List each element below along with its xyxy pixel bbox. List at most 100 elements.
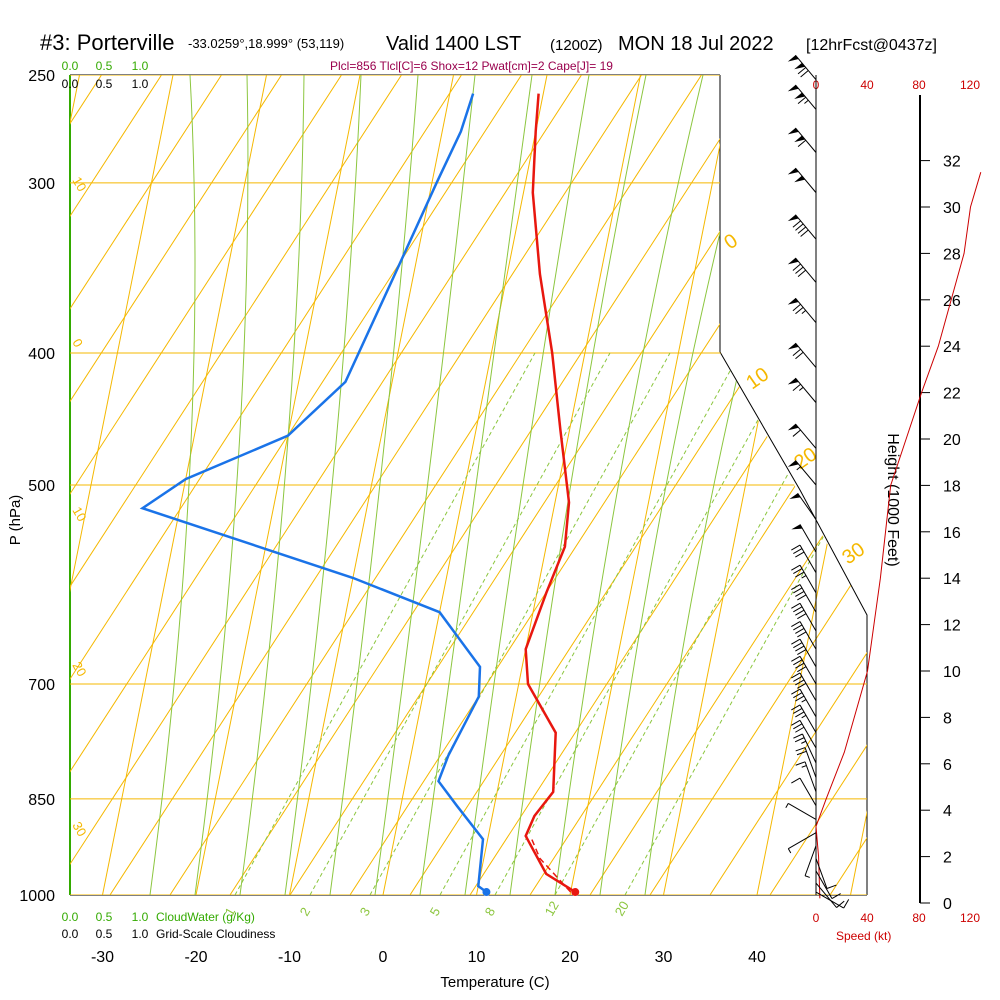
barb-flag	[797, 631, 807, 638]
temperature-line	[524, 93, 576, 894]
surface-dewpoint-marker	[482, 888, 491, 897]
cloudiness-bottom-tick: 0.0	[62, 927, 79, 941]
height-tick-label: 4	[943, 803, 952, 820]
wind-barb	[785, 802, 817, 820]
surface-temp-marker	[571, 888, 580, 897]
speed-top-tick: 80	[912, 78, 926, 92]
barb-flag	[793, 587, 803, 594]
moist-adiabat-line	[149, 75, 196, 895]
barb-flag	[795, 711, 805, 718]
barb-half-flag	[801, 740, 807, 744]
height-tick-label: 22	[943, 386, 961, 403]
dry-adiabat-line	[829, 75, 867, 895]
wind-barb	[791, 672, 817, 701]
barb-staff	[797, 492, 817, 520]
barb-flag	[795, 609, 805, 616]
mixing-ratio-line	[554, 352, 856, 895]
cloudiness-label: Grid-Scale Cloudiness	[156, 927, 275, 941]
barb-flag	[795, 645, 805, 652]
barb-staff	[799, 603, 817, 632]
barb-half-flag	[785, 803, 789, 808]
barb-flag	[791, 544, 801, 551]
grid-lines	[0, 0, 867, 895]
barb-pennant	[794, 175, 806, 183]
barb-half-flag	[801, 699, 807, 703]
barb-staff	[795, 167, 817, 193]
wind-barb	[787, 377, 817, 403]
dry-adiabat-line	[709, 75, 867, 895]
barb-flag	[795, 266, 804, 274]
barb-flag	[836, 900, 845, 908]
wind-barb	[791, 621, 817, 650]
barb-flag	[831, 893, 841, 899]
height-tick-label: 2	[943, 850, 952, 867]
barb-staff	[815, 882, 837, 908]
cloudwater-top-tick: 0.0	[62, 59, 79, 73]
cloudwater-bottom-tick: 0.5	[96, 910, 113, 924]
isotherm-label: 30	[69, 819, 89, 839]
barb-staff	[804, 761, 817, 793]
pressure-tick-label: 400	[28, 346, 55, 363]
barb-flag	[791, 672, 801, 679]
barb-flag	[793, 723, 803, 730]
barb-half-flag	[796, 466, 801, 471]
barb-flag	[793, 676, 803, 682]
wind-barb	[787, 257, 817, 283]
cloudwater-label: CloudWater (g/Kg)	[156, 910, 255, 924]
dry-adiabat-line	[349, 75, 867, 895]
barb-staff	[802, 733, 817, 764]
dry-adiabat-line	[0, 0, 30, 895]
height-axis-label: Height (1000 Feet)	[884, 433, 901, 566]
barb-pennant	[787, 84, 799, 92]
barb-half-flag	[801, 765, 807, 768]
isotherm-line	[195, 75, 361, 895]
mixing-ratio-label: 2	[297, 905, 314, 919]
dry-adiabat-line	[70, 75, 451, 895]
wind-barb	[791, 655, 817, 685]
mixing-ratio-line	[369, 352, 671, 895]
barb-flag	[792, 383, 801, 392]
height-tick-label: 30	[943, 200, 961, 217]
temp-tick-label: 30	[655, 949, 673, 966]
barb-half-flag	[798, 386, 804, 391]
pressure-tick-label: 1000	[19, 888, 55, 905]
barb-staff	[795, 423, 817, 449]
barb-flag	[791, 777, 801, 784]
barb-staff	[799, 638, 817, 668]
barb-staff	[795, 460, 817, 486]
cloudwater-top-tick: 1.0	[132, 59, 149, 73]
dry-adiabat-line	[70, 75, 751, 895]
dry-adiabat-line	[409, 75, 867, 895]
barb-flag	[797, 594, 807, 601]
barb-flag	[797, 649, 807, 655]
dry-adiabat-line	[229, 75, 867, 895]
barb-flag	[795, 571, 805, 578]
valid-time: Valid 1400 LST	[386, 33, 521, 55]
mixing-ratio-label: 8	[482, 905, 499, 919]
barb-flag	[791, 584, 801, 590]
speed-bottom-tick: 40	[860, 911, 874, 925]
mixing-ratio-label: 3	[357, 905, 374, 919]
height-tick-label: 32	[943, 154, 961, 171]
barb-flag	[793, 568, 803, 575]
utc-time: (1200Z)	[550, 37, 603, 54]
speed-bottom-tick: 120	[960, 911, 980, 925]
barb-staff	[795, 342, 817, 368]
terrain-outline	[719, 351, 868, 895]
barb-pennant	[794, 92, 806, 100]
dry-adiabat-line	[70, 75, 391, 895]
barb-flag	[791, 655, 801, 662]
speed-axis-label: Speed (kt)	[836, 929, 891, 943]
barb-pennant	[787, 55, 799, 62]
dry-adiabat-line	[70, 75, 211, 895]
barb-flag	[793, 659, 803, 666]
date-label: MON 18 Jul 2022	[618, 33, 774, 55]
wind-barb	[815, 858, 837, 889]
dry-adiabat-line	[109, 75, 811, 895]
wind-barb	[815, 870, 841, 899]
cloudiness-top-tick: 1.0	[132, 77, 149, 91]
pressure-tick-label: 250	[28, 68, 55, 85]
temp-tick-label: -20	[184, 949, 207, 966]
barb-flag	[800, 229, 809, 237]
barb-staff	[804, 747, 817, 778]
